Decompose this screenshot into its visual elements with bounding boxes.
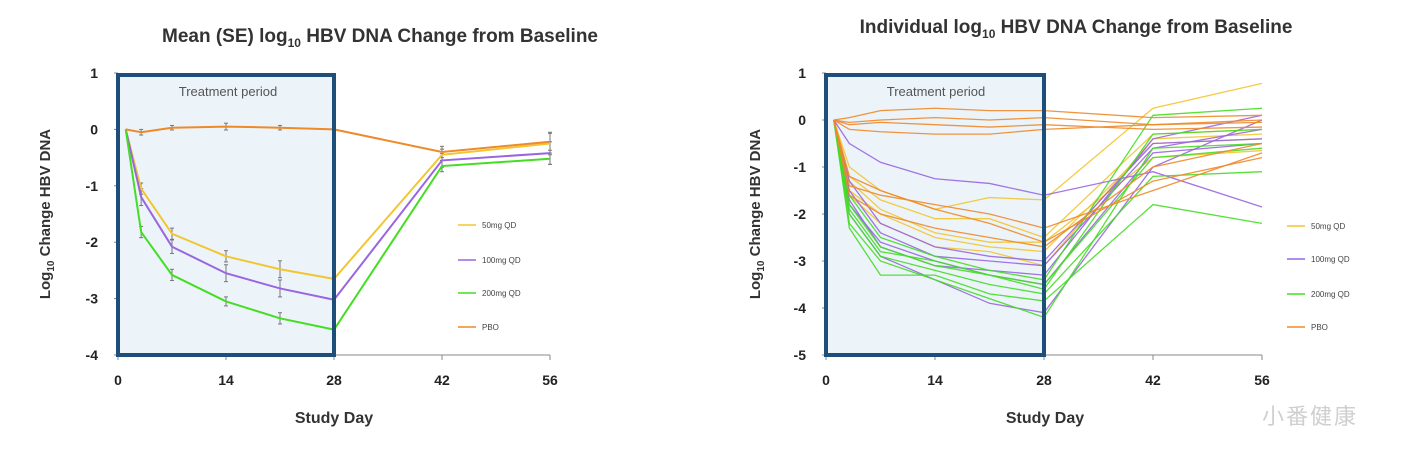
y-tick-label: -4 (794, 300, 807, 316)
chart-title: Individual log10 HBV DNA Change from Bas… (860, 17, 1293, 41)
series-group (833, 82, 1263, 319)
x-axis-label: Study Day (1006, 410, 1084, 427)
x-tick-label: 56 (542, 372, 558, 388)
legend-entry: 100mg QD (1311, 255, 1350, 264)
series-line-50mg-qd (833, 119, 1263, 243)
x-tick-label: 56 (1254, 372, 1270, 388)
legend-entry: PBO (1311, 323, 1328, 332)
mean-change-chart: Mean (SE) log10 HBV DNA Change from Base… (37, 26, 598, 427)
treatment-period-box (824, 73, 1046, 357)
y-tick-label: -5 (794, 347, 807, 363)
treatment-period-label: Treatment period (179, 84, 278, 99)
y-tick-label: -3 (794, 253, 807, 269)
legend-entry: 100mg QD (482, 256, 521, 265)
x-tick-label: 28 (326, 372, 342, 388)
treatment-period-shading (118, 75, 334, 355)
legend-entry: 50mg QD (1311, 222, 1345, 231)
series-line-100mg-qd (124, 129, 551, 301)
series-line-200mg-qd (833, 119, 1263, 286)
series-line-200mg-qd (833, 107, 1263, 281)
ylabel-prefix: Log (747, 272, 764, 300)
series-line-pbo (833, 107, 1263, 121)
legend-entry: 50mg QD (482, 221, 516, 230)
x-tick-label: 28 (1036, 372, 1052, 388)
ylabel-suffix: Change HBV DNA (747, 129, 764, 261)
x-tick-label: 14 (218, 372, 234, 388)
y-axis-label: Log10 Change HBV DNA (37, 129, 57, 299)
y-tick-label: 0 (90, 121, 98, 137)
series-line-200mg-qd (833, 119, 1263, 295)
series-line-pbo (833, 119, 1263, 248)
series-line-50mg-qd (124, 129, 551, 280)
legend-entry: 200mg QD (1311, 290, 1350, 299)
y-tick-label: -2 (794, 206, 807, 222)
legend: 50mg QD 100mg QD 200mg QD PBO (1287, 222, 1350, 332)
y-axis-label: Log10 Change HBV DNA (747, 129, 767, 299)
title-suffix: HBV DNA Change from Baseline (301, 26, 598, 47)
series-line-200mg-qd (833, 119, 1263, 290)
y-tick-label: -2 (86, 234, 99, 250)
x-tick-label: 0 (114, 372, 122, 388)
y-tick-label: -1 (794, 159, 807, 175)
ylabel-suffix: Change HBV DNA (37, 129, 54, 261)
series-line-100mg-qd (833, 119, 1263, 262)
y-tick-label: 1 (90, 65, 98, 81)
series-line-pbo (833, 119, 1263, 131)
title-prefix: Individual log (860, 17, 982, 38)
title-prefix: Mean (SE) log (162, 26, 288, 47)
series-line-50mg-qd (833, 119, 1263, 239)
series-line-200mg-qd (124, 129, 551, 331)
title-subscript: 10 (288, 36, 302, 50)
series-line-pbo (125, 125, 551, 153)
series-line-pbo (833, 119, 1263, 135)
y-tick-label: 1 (798, 65, 806, 81)
x-tick-label: 42 (1145, 372, 1161, 388)
series-line-100mg-qd (833, 119, 1263, 267)
y-tick-label: -4 (86, 347, 99, 363)
series-line-200mg-qd (833, 119, 1263, 302)
series-line-pbo (833, 116, 1263, 126)
title-subscript: 10 (982, 27, 996, 41)
x-tick-label: 0 (822, 372, 830, 388)
ylabel-subscript: 10 (46, 260, 57, 272)
chart-title: Mean (SE) log10 HBV DNA Change from Base… (162, 26, 598, 50)
y-tick-label: -3 (86, 291, 99, 307)
x-tick-label: 14 (927, 372, 943, 388)
series-line-200mg-qd (833, 119, 1263, 319)
treatment-period-label: Treatment period (887, 84, 986, 99)
legend-entry: PBO (482, 323, 499, 332)
y-tick-label: -1 (86, 178, 99, 194)
legend: 50mg QD 100mg QD 200mg QD PBO (458, 221, 521, 332)
series-group (124, 122, 552, 339)
ylabel-subscript: 10 (756, 260, 767, 272)
series-line-pbo (833, 119, 1263, 243)
series-line-pbo (833, 119, 1263, 229)
y-tick-label: 0 (798, 112, 806, 128)
treatment-period-box (116, 73, 336, 357)
individual-change-chart: Individual log10 HBV DNA Change from Bas… (747, 17, 1350, 427)
x-tick-label: 42 (434, 372, 450, 388)
legend-entry: 200mg QD (482, 289, 521, 298)
watermark: 小番健康 (1262, 404, 1358, 429)
x-axis-label: Study Day (295, 410, 373, 427)
ylabel-prefix: Log (37, 272, 54, 300)
title-suffix: HBV DNA Change from Baseline (995, 17, 1292, 38)
